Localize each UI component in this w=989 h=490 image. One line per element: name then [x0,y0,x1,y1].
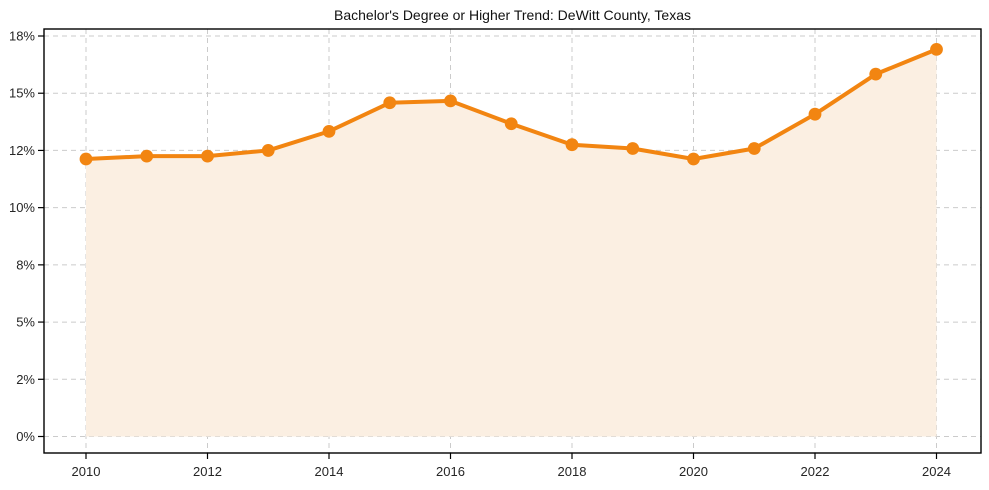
data-point-marker [687,152,700,166]
y-tick-label: 0% [16,429,35,444]
y-tick-label: 18% [9,29,35,44]
x-tick-label: 2022 [801,464,830,479]
data-point-marker [79,152,93,166]
y-tick-label: 10% [9,200,35,215]
data-point-marker [626,142,640,155]
data-point-marker [201,149,214,163]
data-point-marker [869,67,883,81]
data-point-marker [808,107,822,121]
data-point-marker [565,138,579,152]
x-tick-label: 2018 [558,464,587,479]
x-tick-label: 2024 [922,464,951,479]
x-tick-label: 2014 [315,464,344,479]
y-tick-label: 2% [16,372,35,387]
data-point-marker [322,124,336,138]
data-point-marker [444,94,457,108]
data-point-marker [747,142,761,155]
chart-title: Bachelor's Degree or Higher Trend: DeWit… [334,7,691,23]
x-tick-label: 2020 [679,464,708,479]
area-fill [86,49,937,437]
data-point-marker [261,144,275,157]
x-tick-label: 2012 [193,464,222,479]
plot-border [43,28,982,454]
y-tick-label: 12% [9,143,35,158]
data-point-marker [140,149,154,163]
y-tick-label: 15% [9,86,35,101]
y-tick-label: 5% [16,315,35,330]
data-point-marker [383,96,397,110]
x-tick-label: 2010 [72,464,101,479]
data-point-marker [930,42,943,56]
x-tick-label: 2016 [436,464,465,479]
data-point-marker [504,117,518,131]
y-tick-label: 8% [16,257,35,272]
